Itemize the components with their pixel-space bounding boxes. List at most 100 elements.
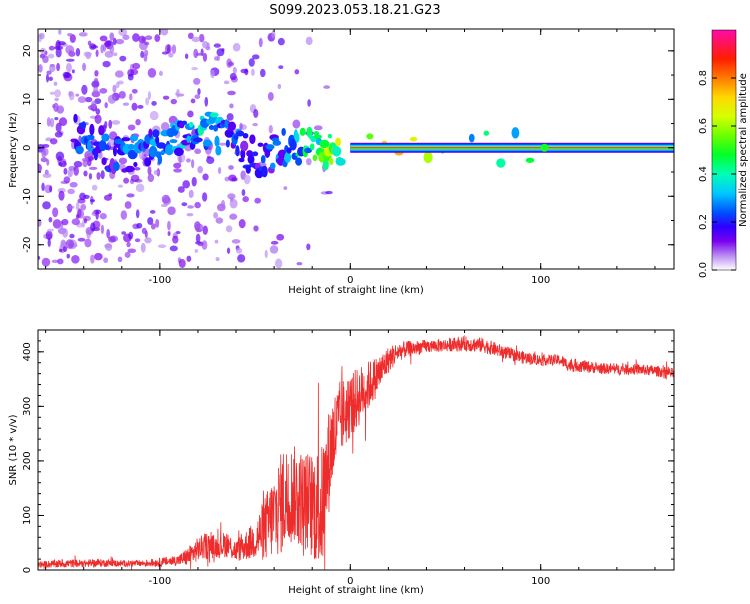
spectrogram-noise-blob [154,34,161,43]
spectrogram-ridge-blob [202,139,213,147]
snr-x-ticks: -100 0 100 [45,330,656,587]
spectrogram-noise-blob [153,169,160,175]
spectrogram-ridge-blob [104,144,110,151]
spectrogram-noise-blob [62,246,68,253]
spectrogram-noise-blob [171,44,177,54]
spectrogram-noise-blob [55,47,62,58]
spectrogram-noise-blob [79,192,86,201]
spectrogram-noise-blob [84,238,92,248]
spectrogram-noise-blob [105,243,113,251]
snr-x-label: Height of straight line (km) [288,585,424,596]
spectrogram-ridge-blob [86,134,95,141]
spectrogram-ridge-blob [148,145,158,158]
spectrogram-noise-blob [186,255,192,262]
spectrogram-noise-blob [136,222,143,229]
spectrogram-noise-blob [199,33,205,43]
spectrogram-noise-blob [170,98,178,105]
spectrogram-ridge-blob [329,157,334,166]
spectrogram-noise-blob [54,45,64,51]
spectrogram-noise-blob [106,228,111,239]
spectrogram-noise-blob [253,225,259,232]
spectrogram-noise-blob [54,131,63,138]
spectrogram-noise-blob [75,47,81,57]
spectrogram-noise-blob [93,77,99,88]
spectrogram-noise-blob [187,32,194,40]
y-tick-label: 0 [22,567,33,573]
snr-y-label: SNR (10 * v/v) [8,414,19,485]
spectrogram-noise-blob [71,254,80,264]
spectrogram-noise-blob [66,205,75,210]
spectrogram-noise-blob [150,223,156,230]
spectrogram-ridge-blob [186,135,191,143]
spectrogram-ridge-blob [209,112,219,118]
spectrogram-ridge-blob [98,139,107,152]
spectrogram-noise-blob [80,203,87,211]
spectrogram-ridge-blob [240,140,249,152]
spectrogram-noise-blob [145,97,149,106]
spectrogram-noise-blob [214,239,219,244]
y-tick-label: 200 [22,451,33,470]
spectrogram-noise-blob [62,228,69,238]
spectrogram-x-label: Height of straight line (km) [288,285,424,296]
spectrogram-noise-blob [49,117,55,128]
spectrogram-noise-blob [188,189,194,199]
spectrogram-noise-blob [127,73,134,81]
spectrogram-x-ticks: -100 0 100 [45,29,656,286]
spectrogram-noise-blob [217,166,222,175]
spectrogram-ridge-blob [284,151,292,163]
snr-y-ticks: 0 100 200 300 400 [22,329,674,573]
spectrogram-noise-blob [48,76,54,82]
spectrogram-noise-blob [130,174,140,183]
spectrogram-ridge-blob [233,135,239,140]
spectrogram-noise-blob [75,93,80,97]
colorbar-tick-label: 0.0 [698,262,709,278]
spectrogram-noise-blob [305,158,312,166]
spectrogram-ridge-blob [242,132,249,139]
spectrogram-noise-blob [67,188,75,195]
spectrogram-noise-blob [117,184,124,188]
spectrogram-noise-blob [119,55,127,62]
spectrogram-noise-blob [268,124,273,134]
spectrogram-noise-blob [147,68,157,78]
spectrogram-ridge-blob [155,135,160,145]
spectrogram-noise-blob [39,32,45,40]
spectrogram-ridge-blob [193,137,203,143]
spectrogram-noise-blob [227,90,236,96]
spectrogram-noise-blob [253,108,259,118]
spectrogram-noise-blob [63,167,68,175]
spectrogram-ridge-blob [327,133,332,139]
spectrogram-noise-blob [194,249,199,253]
spectrogram-noise-blob [138,150,144,160]
spectrogram-ridge-blob [295,157,303,166]
spectrogram-ridge-blob [257,142,264,147]
spectrogram-noise-blob [104,102,108,109]
spectrogram-noise-blob [118,157,128,165]
spectrogram-ridge-blob [245,165,251,174]
spectrogram-noise-blob [147,91,151,100]
spectrogram-noise-blob [228,174,237,182]
spectrogram-ridge-blob [496,158,506,168]
spectrogram-noise-blob [71,69,75,74]
spectrogram-noise-blob [61,218,69,226]
spectrogram-noise-blob [95,209,99,220]
spectrogram-noise-blob [221,199,226,209]
spectrogram-noise-blob [129,93,133,101]
spectrogram-noise-blob [206,156,215,164]
spectrogram-ridge-blob [249,134,256,145]
spectrogram-noise-blob [202,173,209,181]
spectrogram-noise-blob [218,142,228,146]
spectrogram-noise-blob [167,206,176,215]
spectrogram-ridge-blob [272,140,282,146]
spectrogram-ridge-blob [144,157,152,167]
x-tick-label: 100 [531,576,550,587]
spectrogram-noise-blob [49,91,55,95]
snr-marks [38,334,674,570]
spectrogram-ridge-blob [215,145,222,156]
spectrogram-noise-blob [127,248,137,253]
spectrogram-ridge-blob [240,148,246,160]
spectrogram-ridge-blob [227,121,236,131]
spectrogram-ridge-blob [225,139,230,148]
spectrogram-noise-blob [260,68,266,78]
spectrogram-noise-blob [90,199,96,203]
spectrogram-noise-blob [77,237,86,242]
